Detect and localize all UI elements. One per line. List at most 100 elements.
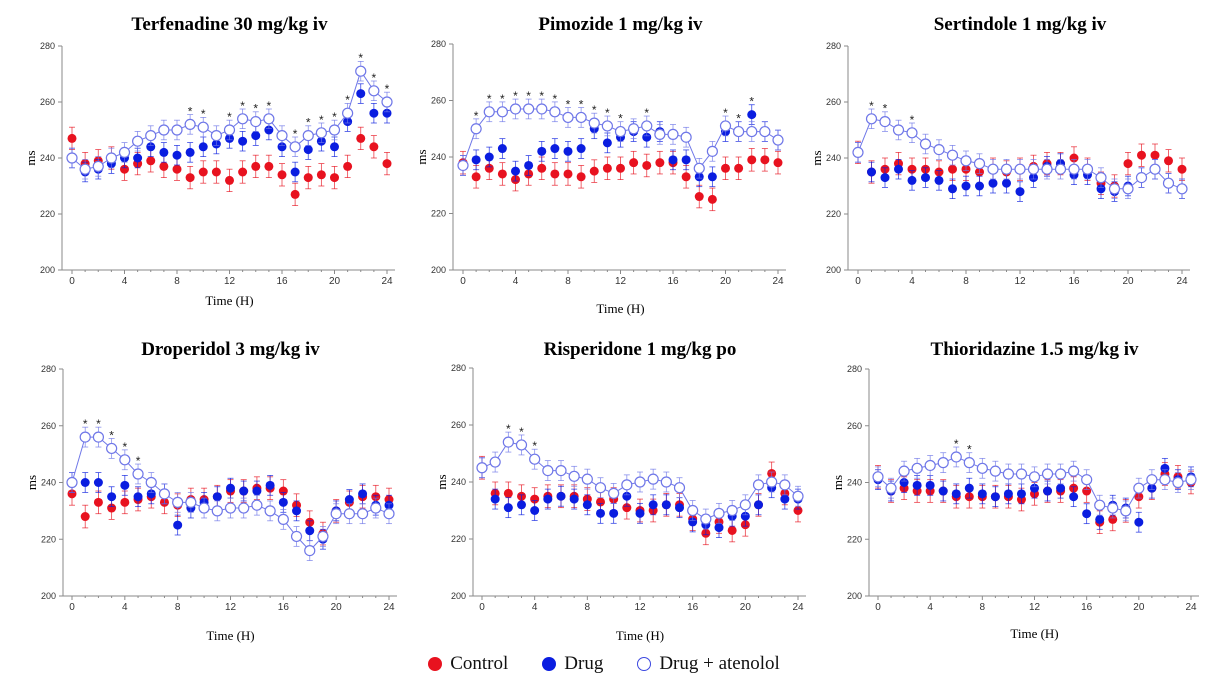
- data-point: [133, 153, 143, 163]
- data-point: [1177, 164, 1187, 174]
- x-tick-label: 16: [1081, 602, 1093, 613]
- significance-marker: *: [954, 437, 959, 451]
- data-point: [251, 499, 263, 511]
- significance-marker: *: [188, 104, 193, 118]
- y-axis-label: ms: [434, 474, 449, 489]
- legend-item-drug: Drug: [542, 653, 603, 675]
- significance-marker: *: [358, 51, 363, 65]
- significance-marker: *: [749, 95, 754, 109]
- series-atenolol: [457, 98, 784, 179]
- data-point: [898, 465, 910, 477]
- data-point: [760, 155, 770, 165]
- data-point: [1123, 159, 1133, 169]
- data-point: [568, 470, 580, 482]
- x-tick-label: 24: [1185, 602, 1197, 613]
- y-tick-label: 280: [826, 41, 841, 51]
- series-drug: [477, 457, 803, 538]
- data-point: [707, 172, 717, 182]
- data-point: [239, 486, 249, 496]
- data-point: [642, 132, 652, 142]
- data-point: [1054, 468, 1067, 480]
- data-point: [1043, 486, 1053, 496]
- data-point: [1095, 514, 1105, 524]
- data-point: [1003, 489, 1013, 499]
- data-point: [602, 138, 612, 148]
- data-point: [934, 175, 944, 185]
- x-tick-label: 12: [225, 602, 237, 613]
- x-tick-label: 8: [565, 276, 571, 287]
- data-point: [621, 479, 633, 491]
- data-point: [976, 462, 988, 474]
- data-point: [641, 120, 653, 132]
- data-point: [172, 150, 182, 160]
- legend-item-control: Control: [428, 653, 508, 675]
- data-point: [933, 144, 945, 156]
- chart-panel-6: Thioridazine 1.5 mg/kg iv200220240260280…: [830, 339, 1199, 641]
- data-point: [537, 163, 547, 173]
- data-point: [358, 489, 368, 499]
- data-point: [251, 131, 261, 141]
- data-point: [634, 476, 646, 488]
- data-point: [198, 502, 210, 514]
- data-point: [185, 173, 195, 183]
- data-point: [146, 142, 156, 152]
- data-point: [369, 142, 379, 152]
- data-point: [596, 508, 605, 518]
- legend-label-drug: Drug: [564, 653, 604, 674]
- significance-marker: *: [526, 89, 531, 103]
- data-point: [989, 465, 1001, 477]
- legend-marker-atenolol: [637, 657, 652, 671]
- significance-marker: *: [618, 112, 623, 126]
- data-point: [919, 138, 932, 150]
- significance-marker: *: [345, 93, 350, 107]
- data-point: [305, 526, 315, 536]
- x-tick-label: 8: [980, 602, 986, 613]
- data-point: [120, 164, 129, 174]
- data-point: [772, 134, 784, 146]
- y-tick-label: 200: [431, 265, 446, 275]
- data-point: [290, 167, 300, 177]
- significance-marker: *: [592, 103, 597, 117]
- data-point: [344, 495, 354, 505]
- data-point: [497, 144, 507, 154]
- data-point: [721, 163, 730, 173]
- data-point: [484, 152, 494, 162]
- data-point: [589, 166, 599, 176]
- y-axis-label: ms: [809, 150, 824, 165]
- significance-marker: *: [372, 71, 377, 85]
- data-point: [550, 169, 560, 179]
- data-point: [648, 500, 658, 510]
- data-point: [502, 436, 514, 448]
- data-point: [1027, 163, 1040, 175]
- data-point: [609, 508, 619, 518]
- data-point: [224, 502, 237, 514]
- data-point: [963, 457, 975, 469]
- data-point: [754, 500, 763, 510]
- data-point: [990, 492, 1000, 502]
- data-point: [490, 494, 500, 504]
- series-control: [477, 455, 803, 546]
- data-point: [596, 497, 605, 507]
- data-point: [1081, 163, 1094, 175]
- data-point: [549, 106, 561, 118]
- significance-marker: *: [967, 443, 972, 457]
- data-point: [892, 124, 905, 136]
- data-point: [1041, 163, 1053, 175]
- data-point: [542, 465, 554, 477]
- data-point: [1068, 163, 1080, 175]
- data-point: [988, 178, 998, 188]
- data-point: [530, 506, 540, 515]
- data-point: [158, 488, 171, 500]
- data-point: [1137, 150, 1146, 160]
- significance-marker: *: [532, 439, 537, 453]
- data-point: [1162, 177, 1175, 189]
- series-atenolol: [476, 431, 804, 530]
- x-tick-label: 24: [383, 602, 395, 613]
- data-point: [773, 158, 783, 168]
- data-point: [212, 492, 222, 502]
- data-point: [973, 158, 986, 170]
- data-point: [471, 172, 481, 182]
- data-point: [263, 113, 275, 125]
- x-tick-label: 0: [69, 276, 75, 287]
- x-tick-label: 0: [875, 602, 881, 613]
